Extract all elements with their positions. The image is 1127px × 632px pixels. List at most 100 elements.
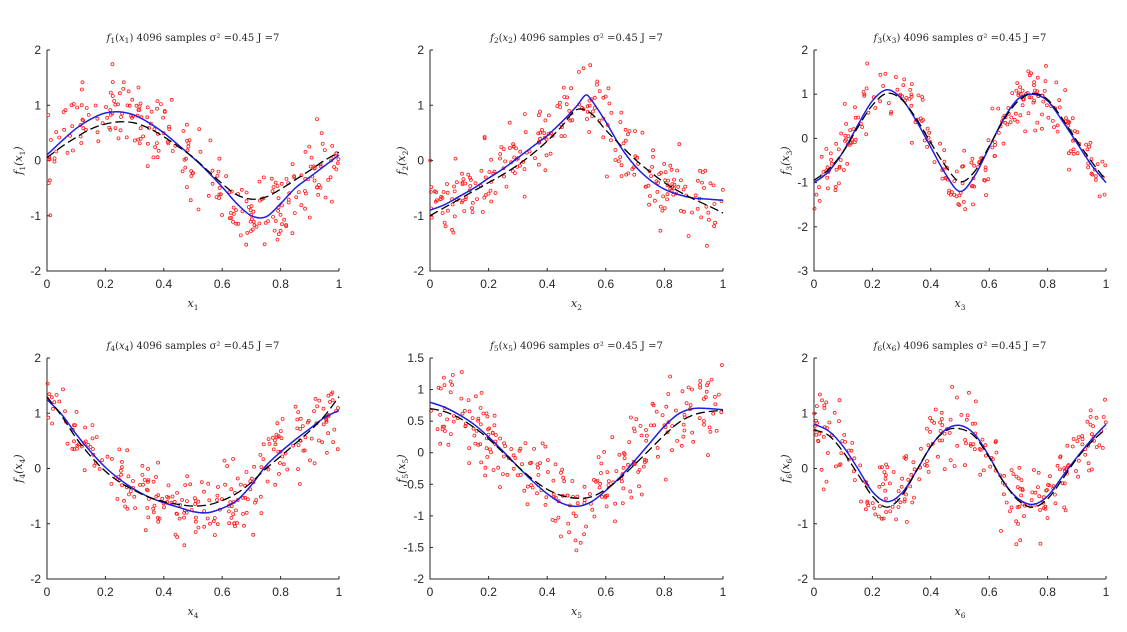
sample-point	[621, 465, 626, 470]
sample-point	[57, 135, 62, 140]
sample-point	[441, 190, 446, 194]
sample-point	[277, 461, 282, 465]
sample-point	[859, 499, 863, 504]
y-tick-label: -1.5	[403, 540, 424, 554]
sample-point	[489, 450, 493, 455]
sample-point	[266, 467, 271, 472]
sample-point	[278, 228, 283, 233]
sample-point	[275, 237, 280, 242]
sample-point	[604, 504, 609, 509]
sample-point	[468, 175, 473, 180]
sample-point	[498, 152, 503, 156]
axes-f2	[429, 50, 723, 272]
sample-point	[273, 482, 278, 487]
x-tick-label: 0.8	[272, 585, 289, 599]
sample-point	[312, 409, 316, 414]
sample-point	[536, 162, 541, 167]
sample-point	[942, 431, 947, 436]
sample-point	[167, 124, 171, 129]
sample-point	[613, 519, 617, 524]
sample-point	[335, 447, 340, 452]
sample-point	[1036, 485, 1040, 490]
sample-point	[266, 437, 271, 442]
sample-point	[307, 458, 312, 463]
sample-point	[962, 148, 967, 153]
sample-point	[842, 102, 847, 106]
sample-point	[698, 168, 702, 173]
sample-point	[522, 488, 527, 493]
sample-point	[502, 174, 506, 179]
sample-point	[210, 181, 215, 186]
sample-point	[618, 120, 623, 124]
sample-point	[702, 422, 706, 427]
sample-point	[280, 417, 285, 421]
sample-point	[261, 457, 266, 462]
sample-point	[202, 489, 206, 494]
sample-point	[703, 168, 708, 173]
sample-point	[180, 497, 185, 502]
sample-point	[820, 398, 824, 403]
x-tick-label: 0.2	[97, 585, 114, 599]
sample-point	[828, 151, 833, 156]
sample-point	[446, 442, 451, 447]
sample-point	[973, 399, 978, 404]
sample-point	[957, 193, 962, 198]
sample-point	[279, 436, 284, 441]
sample-point	[543, 444, 548, 449]
sample-point	[132, 138, 137, 143]
sample-point	[1015, 119, 1020, 124]
sample-point	[70, 124, 75, 129]
sample-point	[81, 126, 86, 131]
sample-point	[636, 470, 641, 474]
x-tick-label: 0.2	[864, 585, 881, 599]
sample-point	[205, 516, 210, 521]
sample-point	[544, 153, 549, 158]
sample-point	[182, 515, 186, 520]
sample-point	[826, 451, 830, 455]
sample-point	[902, 497, 907, 502]
sample-point	[450, 202, 455, 207]
sample-point	[657, 172, 662, 177]
x-tick-label: 1	[1103, 585, 1110, 599]
sample-point	[551, 478, 556, 483]
sample-point	[138, 136, 143, 141]
sample-point	[166, 483, 171, 488]
sample-point	[599, 461, 604, 466]
sample-point	[315, 185, 319, 190]
sample-point	[964, 417, 969, 422]
sample-point	[493, 433, 498, 437]
sample-point	[196, 525, 201, 530]
sample-point	[182, 543, 187, 548]
sample-point	[824, 146, 829, 151]
sample-point	[486, 191, 491, 196]
sample-point	[501, 147, 506, 152]
sample-point	[925, 126, 930, 131]
sample-point	[1023, 129, 1028, 134]
sample-point	[1103, 397, 1107, 402]
sample-point	[471, 426, 476, 431]
sample-point	[927, 130, 932, 135]
sample-point	[253, 500, 257, 505]
sample-point	[814, 432, 819, 437]
sample-point	[559, 470, 563, 475]
sample-point	[119, 468, 123, 473]
sample-point	[573, 538, 578, 543]
sample-point	[1053, 492, 1057, 497]
sample-point	[241, 495, 246, 500]
sample-point	[902, 499, 907, 504]
sample-point	[61, 387, 65, 392]
sample-point	[483, 473, 488, 478]
sample-point	[151, 510, 156, 515]
sample-point	[720, 363, 724, 367]
sample-point	[1064, 116, 1068, 121]
sample-point	[1004, 500, 1009, 505]
sample-point	[1012, 117, 1017, 122]
sample-point	[932, 160, 937, 165]
sample-point	[197, 127, 202, 132]
sample-point	[290, 162, 295, 167]
sample-point	[244, 470, 249, 474]
sample-point	[690, 210, 694, 215]
sample-point	[459, 370, 464, 374]
sample-point	[894, 75, 898, 79]
sample-point	[459, 396, 464, 401]
